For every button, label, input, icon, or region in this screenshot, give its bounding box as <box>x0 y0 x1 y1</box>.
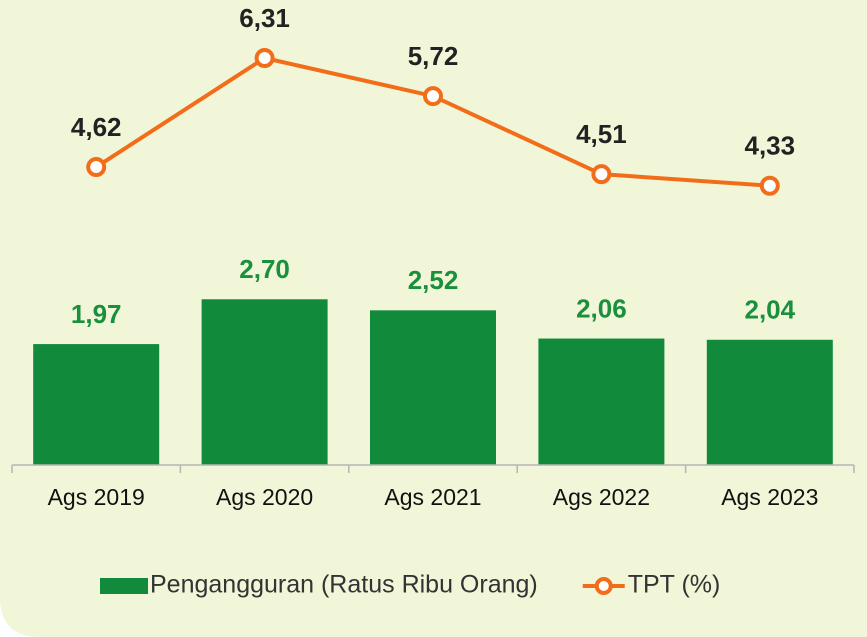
bar-value-label: 2,06 <box>576 293 627 323</box>
x-tick-label: Ags 2023 <box>721 484 818 510</box>
bar-value-label: 2,52 <box>408 265 459 295</box>
bar <box>706 339 833 465</box>
bar <box>201 299 328 465</box>
bar <box>370 310 496 465</box>
legend-swatch <box>100 578 148 594</box>
line-value-label: 4,33 <box>744 131 795 161</box>
bar-value-label: 2,70 <box>239 254 290 284</box>
line-marker <box>759 175 780 196</box>
line-marker <box>591 164 612 185</box>
line-value-label: 4,51 <box>576 119 627 149</box>
line-value-label: 6,31 <box>239 3 290 33</box>
line-value-label: 5,72 <box>408 41 459 71</box>
legend-swatch-marker <box>594 577 613 595</box>
bar <box>538 338 665 465</box>
x-tick-label: Ags 2021 <box>384 484 481 510</box>
line-marker <box>423 86 443 107</box>
line-value-label: 4,62 <box>71 112 122 142</box>
x-tick-label: Ags 2019 <box>48 484 145 510</box>
bar-value-label: 1,97 <box>71 299 122 329</box>
x-tick-label: Ags 2022 <box>553 484 650 510</box>
bar <box>33 344 160 465</box>
legend-label: TPT (%) <box>628 571 721 599</box>
x-tick-label: Ags 2020 <box>216 484 313 510</box>
bar-value-label: 2,04 <box>744 295 795 325</box>
line-marker <box>254 48 275 69</box>
legend-label: Pengangguran (Ratus Ribu Orang) <box>150 571 538 599</box>
line-marker <box>86 157 107 178</box>
